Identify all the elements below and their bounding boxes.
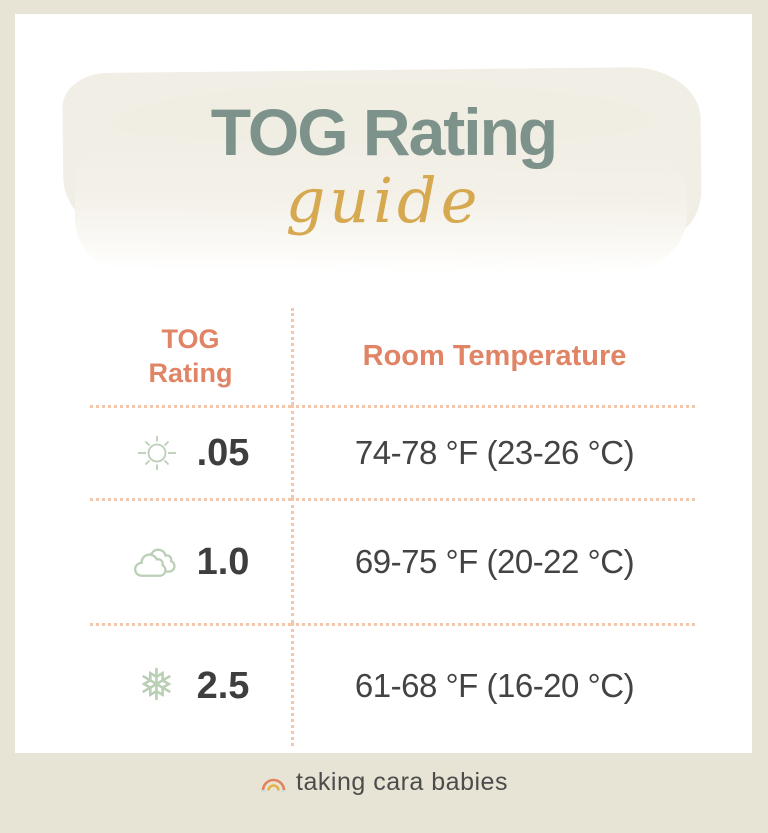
- page-subtitle-script: guide: [285, 164, 482, 237]
- watercolor-wash-streak: [111, 84, 651, 144]
- column-header-room-temperature: Room Temperature: [291, 308, 695, 405]
- table-row-1-temperature: 74-78 °F (23-26 °C): [291, 405, 695, 498]
- column-header-tog-line1: TOG: [161, 323, 220, 354]
- tog-rating-table: TOG Rating Room Temperature: [90, 308, 695, 746]
- table-row-1-tog: .05: [90, 405, 291, 498]
- table-row-3-tog: ❅ 2.5: [90, 623, 291, 746]
- clouds-icon: [132, 537, 182, 587]
- table-row-2-temperature: 69-75 °F (20-22 °C): [291, 498, 695, 623]
- column-header-tog-rating: TOG Rating: [90, 308, 291, 405]
- sun-icon: [132, 428, 182, 478]
- page-title: TOG Rating: [210, 95, 558, 169]
- rainbow-icon: [260, 772, 287, 793]
- brand-name: taking cara babies: [296, 768, 508, 796]
- content-card: TOG Rating guide TOG Rating Room Tempera…: [15, 14, 752, 753]
- brand-footer: taking cara babies: [0, 768, 768, 797]
- column-header-tog-line2: Rating: [148, 357, 233, 388]
- table-row-3-temperature: 61-68 °F (16-20 °C): [291, 623, 695, 746]
- snowflake-icon: ❅: [138, 660, 176, 711]
- tog-value: 1.0: [196, 540, 250, 583]
- tog-value: .05: [196, 431, 250, 474]
- table-row-2-tog: 1.0: [90, 498, 291, 623]
- tog-value: 2.5: [196, 664, 250, 707]
